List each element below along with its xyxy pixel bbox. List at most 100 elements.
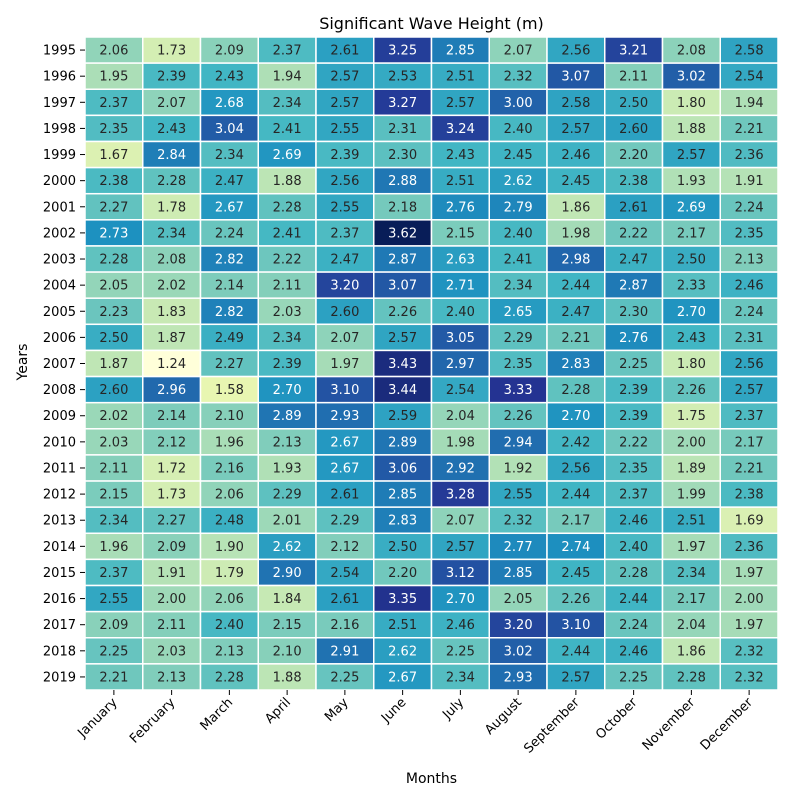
- y-tick-label: 2008: [43, 383, 76, 398]
- cell-value-label: 2.10: [273, 644, 302, 659]
- cell-value-label: 2.06: [215, 488, 244, 503]
- y-axis-tick-labels: 1995 1996 1997 1998 1999 2000 2001 2002 2003 2004…: [43, 44, 85, 685]
- heatmap-cell: [84, 428, 144, 456]
- cell-value-label: 2.13: [215, 644, 244, 659]
- cell-value-label: 1.87: [157, 331, 186, 346]
- y-tick-label: 2017: [43, 618, 76, 633]
- cell-value-label: 1.88: [677, 122, 706, 137]
- cell-value-label: 1.78: [157, 200, 186, 215]
- cell-value-label: 2.91: [330, 644, 359, 659]
- heatmap-cell: [373, 297, 433, 326]
- cell-value-label: 2.58: [561, 96, 590, 111]
- y-tick-label: 1996: [43, 70, 76, 85]
- heatmap-cell: [315, 88, 375, 117]
- cell-value-label: 2.31: [735, 331, 764, 346]
- cell-value-label: 2.34: [215, 148, 244, 163]
- cell-value-label: 2.45: [561, 566, 590, 581]
- cell-value-label: 3.10: [561, 618, 590, 633]
- cell-value-label: 2.50: [99, 331, 128, 346]
- cell-value-label: 1.96: [215, 435, 244, 450]
- heatmap-cell: [604, 663, 664, 691]
- cell-value-label: 2.87: [619, 279, 648, 294]
- heatmap-cell: [430, 558, 490, 587]
- heatmap-cell: [257, 219, 317, 247]
- cell-value-label: 2.40: [215, 618, 244, 633]
- heatmap-cell: [661, 558, 721, 587]
- heatmap-cell: [430, 532, 490, 561]
- cell-value-label: 2.34: [273, 96, 302, 111]
- heatmap-cell: [315, 62, 375, 90]
- cell-value-label: 2.55: [330, 122, 359, 137]
- cell-value-label: 2.24: [215, 226, 244, 241]
- cell-value-label: 2.57: [446, 96, 475, 111]
- heatmap-cell: [661, 584, 721, 613]
- cell-value-label: 1.97: [735, 566, 764, 581]
- heatmap-cell: [719, 506, 779, 535]
- heatmap-cell: [315, 140, 375, 169]
- heatmap-cell: [604, 62, 664, 90]
- heatmap-cells: 2.06 1.73 2.09 2.37 2.61 3.25 2.85 2.07 2.56 3.21…: [84, 36, 779, 691]
- y-tick-label: 2014: [43, 540, 76, 555]
- cell-value-label: 2.93: [504, 670, 533, 685]
- cell-value-label: 2.68: [215, 96, 244, 111]
- heatmap-cell: [546, 297, 606, 326]
- heatmap-cell: [488, 637, 548, 665]
- cell-value-label: 2.56: [561, 461, 590, 476]
- cell-value-label: 3.06: [388, 461, 417, 476]
- heatmap-cell: [142, 532, 202, 561]
- cell-value-label: 2.57: [330, 70, 359, 85]
- cell-value-label: 2.40: [504, 122, 533, 137]
- cell-value-label: 2.46: [561, 148, 590, 163]
- heatmap-cell: [661, 349, 721, 378]
- cell-value-label: 2.83: [561, 357, 590, 372]
- heatmap-cell: [719, 62, 779, 90]
- cell-value-label: 2.43: [157, 122, 186, 137]
- cell-value-label: 2.31: [388, 122, 417, 137]
- heatmap-cell: [199, 349, 259, 378]
- cell-value-label: 3.21: [619, 44, 648, 59]
- cell-value-label: 3.20: [330, 279, 359, 294]
- heatmap-cell: [142, 62, 202, 90]
- cell-value-label: 2.21: [561, 331, 590, 346]
- cell-value-label: 2.62: [273, 540, 302, 555]
- cell-value-label: 2.43: [215, 70, 244, 85]
- heatmap-cell: [84, 166, 144, 195]
- cell-value-label: 2.11: [99, 461, 128, 476]
- heatmap-cell: [546, 62, 606, 90]
- cell-value-label: 1.69: [735, 514, 764, 529]
- cell-value-label: 2.51: [446, 174, 475, 189]
- heatmap-cell: [719, 323, 779, 352]
- cell-value-label: 2.62: [504, 174, 533, 189]
- cell-value-label: 2.32: [504, 70, 533, 85]
- cell-value-label: 2.25: [446, 644, 475, 659]
- heatmap-cell: [142, 637, 202, 665]
- heatmap-cell: [546, 558, 606, 587]
- cell-value-label: 2.70: [446, 592, 475, 607]
- cell-value-label: 2.57: [561, 670, 590, 685]
- heatmap-cell: [430, 428, 490, 456]
- cell-value-label: 2.38: [735, 488, 764, 503]
- heatmap-cell: [199, 480, 259, 508]
- x-tick-label: July: [439, 695, 467, 723]
- heatmap-cell: [84, 219, 144, 247]
- cell-value-label: 2.10: [215, 409, 244, 424]
- cell-value-label: 2.85: [388, 488, 417, 503]
- y-tick-label: 2011: [43, 461, 76, 476]
- cell-value-label: 2.76: [619, 331, 648, 346]
- cell-value-label: 2.25: [619, 357, 648, 372]
- y-tick-label: 2015: [43, 566, 76, 581]
- cell-value-label: 2.50: [677, 253, 706, 268]
- cell-value-label: 2.51: [446, 70, 475, 85]
- cell-value-label: 2.21: [735, 461, 764, 476]
- y-tick-label: 2002: [43, 226, 76, 241]
- y-tick-label: 2006: [43, 331, 76, 346]
- heatmap-cell: [257, 62, 317, 90]
- heatmap-cell: [430, 271, 490, 299]
- cell-value-label: 2.27: [215, 357, 244, 372]
- heatmap-cell: [315, 454, 375, 482]
- x-tick-label: December: [698, 695, 757, 754]
- cell-value-label: 3.20: [504, 618, 533, 633]
- cell-value-label: 2.70: [273, 383, 302, 398]
- cell-value-label: 2.57: [561, 122, 590, 137]
- cell-value-label: 2.33: [677, 279, 706, 294]
